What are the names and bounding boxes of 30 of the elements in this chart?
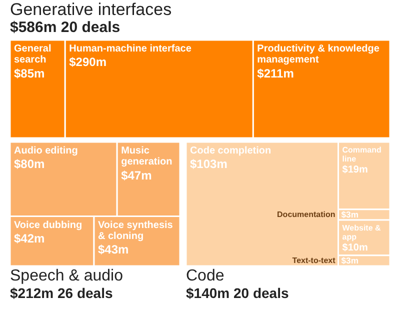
series-label: Speech & audio [10,268,124,284]
series-label: Generative interfaces [10,0,172,19]
category-label: Documentation [277,210,336,220]
data-label: $19m [342,164,368,176]
category-label: Voice synthesis & cloning [98,220,174,242]
category-label: Website & app [342,223,382,242]
category-label: Text-to-text [292,256,336,266]
data-label: $42m [14,231,45,246]
category-label: Human-machine interface [69,44,192,54]
data-label: $211m [257,66,294,80]
category-label: Music generation [121,146,172,168]
category-label: Voice dubbing [14,220,82,231]
series-label: Code [186,268,224,284]
text: $586m 20 deals [10,19,120,36]
data-label: $47m [121,168,152,182]
category-label: Productivity & knowledge management [257,44,380,66]
category-label: Audio editing [14,146,78,156]
text: $140m 20 deals [186,285,289,301]
data-label: $10m [342,242,368,254]
category-label: Code completion [190,146,272,156]
data-label: $290m [69,55,106,70]
data-label: $3m [341,210,359,220]
data-label: $80m [14,157,45,172]
category-label: Command line [342,146,382,164]
text: $212m 26 deals [10,285,113,301]
category-label: General search [14,44,52,66]
data-label: $103m [190,157,228,172]
data-label: $43m [98,242,129,257]
data-label: $85m [14,66,45,80]
data-label: $3m [341,256,359,266]
